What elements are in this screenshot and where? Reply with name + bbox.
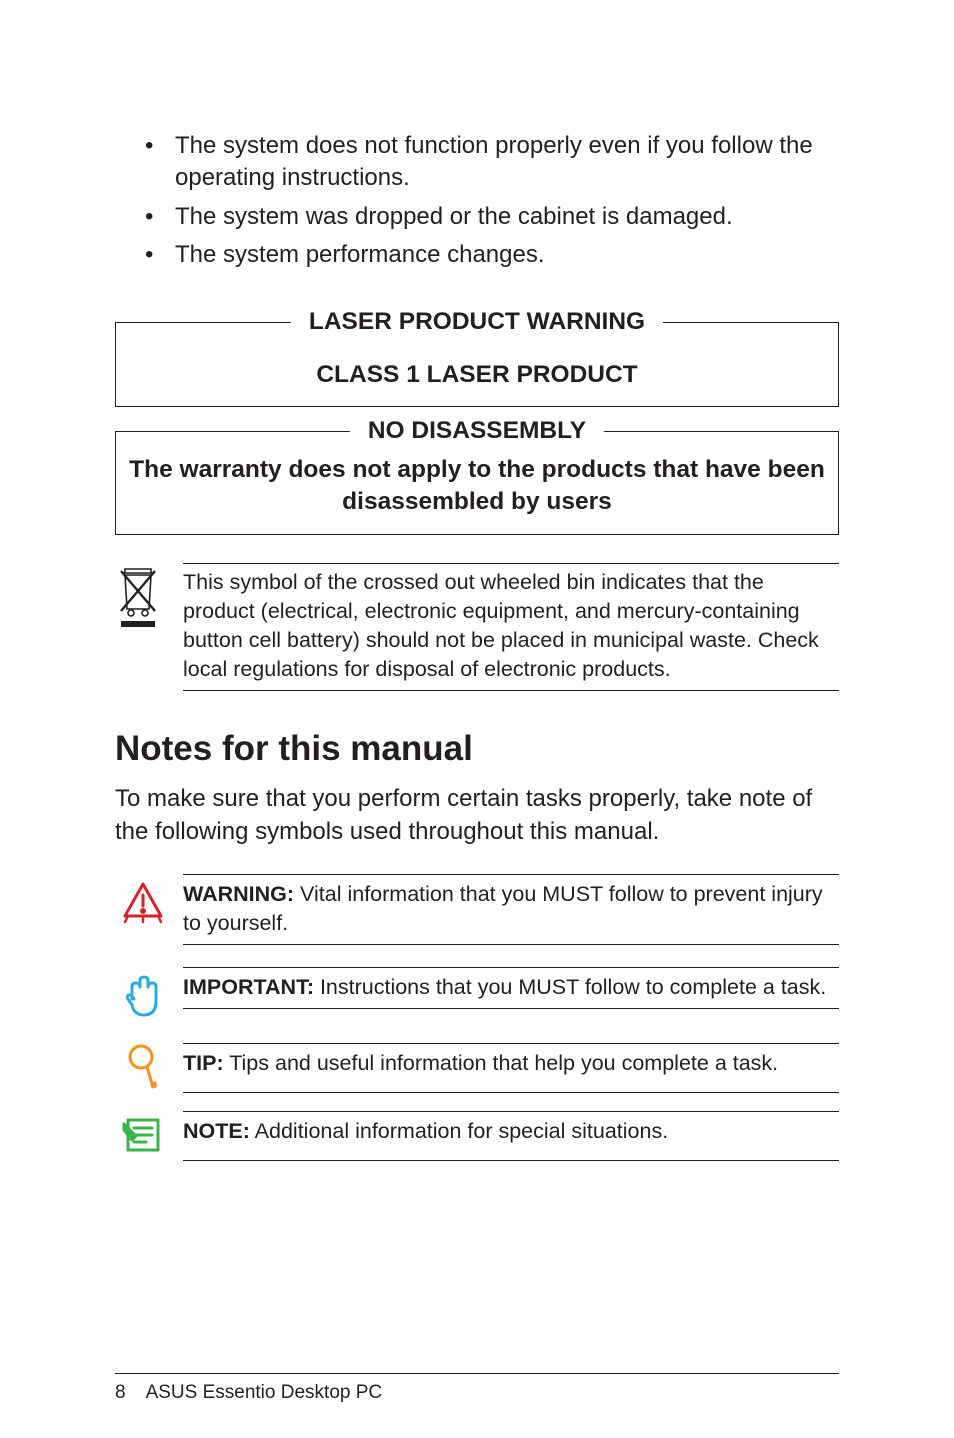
callout-warning-text: WARNING: Vital information that you MUST…	[183, 874, 839, 945]
section-intro: To make sure that you perform certain ta…	[115, 783, 839, 848]
callout-tip-text: TIP: Tips and useful information that he…	[183, 1043, 839, 1093]
page-footer: 8 ASUS Essentio Desktop PC	[115, 1373, 839, 1404]
callout-warning: WARNING: Vital information that you MUST…	[115, 874, 839, 945]
callout-label: WARNING:	[183, 882, 294, 906]
wheeled-bin-icon	[115, 563, 171, 691]
callout-label: NOTE:	[183, 1119, 250, 1143]
weee-text: This symbol of the crossed out wheeled b…	[183, 563, 839, 691]
callout-label: IMPORTANT:	[183, 975, 314, 999]
disassembly-warning-box: NO DISASSEMBLY The warranty does not app…	[115, 431, 839, 535]
laser-box-body: CLASS 1 LASER PRODUCT	[116, 359, 838, 391]
disassembly-box-body: The warranty does not apply to the produ…	[116, 454, 838, 518]
callout-note-text: NOTE: Additional information for special…	[183, 1111, 839, 1161]
bullet-text: The system was dropped or the cabinet is…	[175, 201, 839, 233]
callout-body: Instructions that you MUST follow to com…	[314, 975, 826, 999]
callout-tip-note: TIP: Tips and useful information that he…	[115, 1043, 839, 1161]
bullet-text: The system performance changes.	[175, 239, 839, 271]
callout-body: Additional information for special situa…	[250, 1119, 668, 1143]
callout-important-text: IMPORTANT: Instructions that you MUST fo…	[183, 967, 839, 1009]
bullet-list: • The system does not function properly …	[115, 130, 839, 272]
weee-block: This symbol of the crossed out wheeled b…	[115, 563, 839, 691]
notepad-icon	[122, 1116, 164, 1161]
bullet-item: • The system does not function properly …	[115, 130, 839, 195]
bullet-text: The system does not function properly ev…	[175, 130, 839, 195]
callout-important: IMPORTANT: Instructions that you MUST fo…	[115, 967, 839, 1021]
bullet-item: • The system was dropped or the cabinet …	[115, 201, 839, 233]
bullet-marker: •	[115, 130, 175, 195]
bullet-marker: •	[115, 201, 175, 233]
hand-icon	[115, 967, 171, 1021]
laser-box-title: LASER PRODUCT WARNING	[291, 308, 663, 336]
bullet-marker: •	[115, 239, 175, 271]
callout-label: TIP:	[183, 1051, 224, 1075]
bullet-item: • The system performance changes.	[115, 239, 839, 271]
laser-warning-box: LASER PRODUCT WARNING CLASS 1 LASER PROD…	[115, 322, 839, 408]
callout-body: Tips and useful information that help yo…	[224, 1051, 779, 1075]
warning-icon	[115, 874, 171, 924]
footer-title: ASUS Essentio Desktop PC	[146, 1382, 383, 1404]
disassembly-box-title: NO DISASSEMBLY	[350, 417, 604, 445]
section-heading: Notes for this manual	[115, 729, 839, 769]
page-number: 8	[115, 1382, 126, 1404]
magnifier-icon	[125, 1043, 161, 1098]
